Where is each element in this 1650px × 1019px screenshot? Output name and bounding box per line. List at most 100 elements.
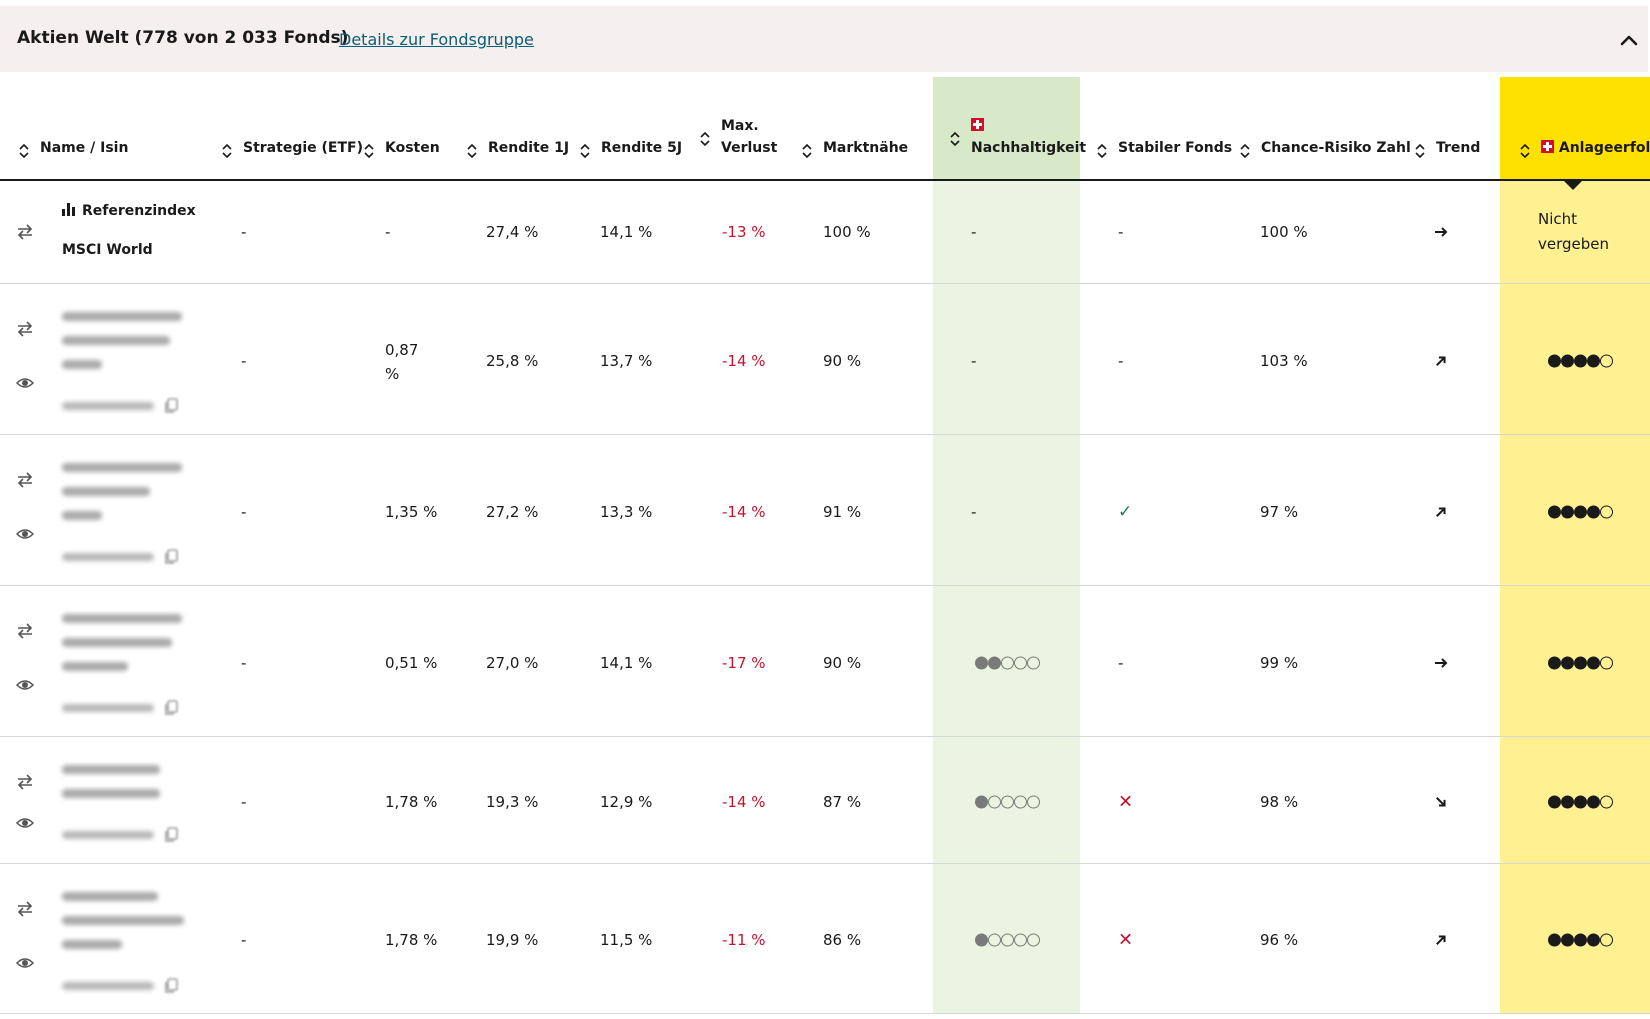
column-header-marktnaehe[interactable]: Marktnähe	[800, 112, 908, 159]
cell-marktnaehe: 91 %	[823, 503, 862, 521]
sort-updown-icon[interactable]	[800, 143, 814, 159]
column-header-chance[interactable]: Chance-Risiko Zahl	[1238, 112, 1411, 159]
rating-dot-filled-icon	[1574, 505, 1587, 519]
rating-dot-empty-icon	[1027, 795, 1040, 809]
column-header-name[interactable]: Name / Isin	[17, 112, 128, 159]
fund-group-header: Aktien Welt (778 von 2 033 Fonds) Detail…	[0, 6, 1648, 72]
fund-name-redacted[interactable]	[62, 487, 150, 496]
fund-isin-redacted	[62, 402, 154, 410]
compare-arrows-icon[interactable]	[16, 472, 34, 488]
fund-name-redacted[interactable]	[62, 916, 184, 925]
eye-icon[interactable]	[15, 376, 35, 390]
rating-dot-filled-icon	[1587, 505, 1600, 519]
column-header-strategie[interactable]: Strategie (ETF)	[220, 112, 363, 159]
eye-icon[interactable]	[15, 527, 35, 541]
sort-updown-icon[interactable]	[1518, 143, 1532, 159]
copy-icon[interactable]	[163, 700, 179, 716]
cell-chance: 97 %	[1260, 503, 1299, 521]
column-header-kosten[interactable]: Kosten	[362, 112, 440, 159]
fund-name-redacted[interactable]	[62, 614, 182, 623]
sort-updown-icon[interactable]	[578, 143, 592, 159]
column-label-stabil: Stabiler Fonds	[1118, 140, 1233, 156]
fund-name-redacted[interactable]	[62, 662, 128, 671]
fund-name-redacted[interactable]	[62, 312, 182, 321]
fund-name-redacted[interactable]	[62, 765, 160, 774]
rating-dot-filled-icon	[1574, 354, 1587, 368]
compare-arrows-icon[interactable]	[16, 321, 34, 337]
row-divider	[0, 736, 1650, 737]
rating-dot-empty-icon	[1600, 933, 1613, 947]
column-label-name: Name / Isin	[40, 140, 129, 156]
cell-kosten: 0,51 %	[385, 654, 438, 672]
rating-dot-filled-icon	[1574, 795, 1587, 809]
nachhaltigkeit-rating	[975, 933, 1040, 947]
fund-name-redacted[interactable]	[62, 360, 102, 369]
cell-maxverlust: -13 %	[722, 223, 766, 241]
reference-index-text: Referenzindex	[82, 203, 196, 219]
fund-group-details-link[interactable]: Details zur Fondsgruppe	[339, 30, 534, 49]
copy-icon[interactable]	[163, 549, 179, 565]
sort-updown-icon[interactable]	[220, 143, 234, 159]
nachhaltigkeit-rating	[975, 795, 1040, 809]
rating-dot-empty-icon	[1014, 795, 1027, 809]
fund-name-redacted[interactable]	[62, 940, 122, 949]
reference-index-name[interactable]: MSCI World	[62, 242, 153, 258]
cell-chance: 96 %	[1260, 931, 1299, 949]
cell-stabil: -	[1118, 223, 1124, 241]
eye-icon[interactable]	[15, 816, 35, 830]
column-header-rendite5[interactable]: Rendite 5J	[578, 112, 682, 159]
sort-updown-icon[interactable]	[698, 131, 712, 147]
cell-kosten: 1,78 %	[385, 931, 438, 949]
active-sort-pointer-icon	[1564, 181, 1582, 190]
column-header-nachhaltigkeit[interactable]: Nachhaltigkeit	[948, 112, 1086, 159]
column-header-maxverlust[interactable]: Max. Verlust	[698, 112, 777, 159]
sort-updown-icon[interactable]	[948, 131, 962, 147]
column-header-trend[interactable]: Trend	[1413, 112, 1480, 159]
trend-up-right-icon	[1433, 932, 1449, 948]
trend-down-right-icon	[1433, 794, 1449, 810]
column-label-rendite5: Rendite 5J	[601, 140, 683, 156]
copy-icon[interactable]	[163, 978, 179, 994]
column-header-stabil[interactable]: Stabiler Fonds	[1095, 112, 1232, 159]
fund-name-redacted[interactable]	[62, 511, 102, 520]
cell-rendite1: 27,0 %	[486, 654, 539, 672]
compare-arrows-icon[interactable]	[16, 774, 34, 790]
fund-name-redacted[interactable]	[62, 892, 158, 901]
sort-updown-icon[interactable]	[1095, 143, 1109, 159]
column-header-rendite1[interactable]: Rendite 1J	[465, 112, 569, 159]
fund-name-redacted[interactable]	[62, 336, 170, 345]
compare-arrows-icon[interactable]	[16, 901, 34, 917]
rating-dot-empty-icon	[1001, 795, 1014, 809]
copy-icon[interactable]	[163, 398, 179, 414]
fund-name-redacted[interactable]	[62, 463, 182, 472]
fund-name-redacted[interactable]	[62, 638, 172, 647]
rating-dot-filled-icon	[1548, 933, 1561, 947]
copy-icon[interactable]	[163, 827, 179, 843]
column-label-maxverlust: Max. Verlust	[721, 115, 777, 159]
chevron-up-icon[interactable]	[1617, 28, 1641, 52]
anlageerfolg-rating	[1548, 354, 1613, 368]
sort-updown-icon[interactable]	[465, 143, 479, 159]
rating-dot-filled-icon	[1561, 795, 1574, 809]
fund-name-redacted[interactable]	[62, 789, 160, 798]
trend-right-icon	[1433, 224, 1449, 240]
sort-updown-icon[interactable]	[1413, 143, 1427, 159]
row-divider	[0, 283, 1650, 284]
anlageerfolg-column-header-bg	[1500, 77, 1650, 180]
column-label-nachhaltigkeit: Nachhaltigkeit	[971, 115, 1086, 159]
cell-marktnaehe: 90 %	[823, 352, 862, 370]
row-divider	[0, 1013, 1650, 1014]
sort-updown-icon[interactable]	[17, 143, 31, 159]
eye-icon[interactable]	[15, 956, 35, 970]
sort-updown-icon[interactable]	[1238, 143, 1252, 159]
rating-dot-empty-icon	[1027, 656, 1040, 670]
column-header-anlageerfolg[interactable]: Anlageerfolg	[1518, 112, 1650, 159]
compare-arrows-icon[interactable]	[16, 224, 34, 240]
cell-maxverlust: -14 %	[722, 793, 766, 811]
bar-chart-icon	[62, 203, 75, 216]
eye-icon[interactable]	[15, 678, 35, 692]
rating-dot-filled-icon	[1561, 933, 1574, 947]
sort-updown-icon[interactable]	[362, 143, 376, 159]
compare-arrows-icon[interactable]	[16, 623, 34, 639]
cell-marktnaehe: 86 %	[823, 931, 862, 949]
